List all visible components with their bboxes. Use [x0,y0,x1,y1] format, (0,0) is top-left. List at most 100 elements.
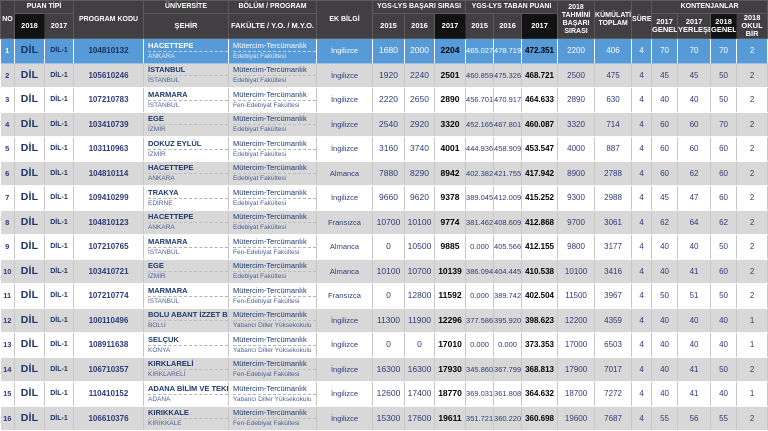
cell-kontenjan-2017-genel: 60 [652,161,678,186]
table-row[interactable]: 1 DİL DİL-1 104810132 HACETTEPE ANKARA M… [1,39,768,64]
header-k-2018-okul-bir[interactable]: 2018 OKUL BİR [737,14,768,39]
cell-kontenjan-2018-genel: 50 [711,63,737,88]
cell-kontenjan-2017-genel: 45 [652,63,678,88]
cell-kumulatif-toplam: 2788 [595,161,632,186]
cell-kontenjan-2018-genel: 55 [711,406,737,431]
table-row[interactable]: 5 DİL DİL-1 103110963 DOKUZ EYLÜL İZMİR … [1,137,768,162]
cell-sure: 4 [632,308,652,333]
cell-basari-2017: 9774 [435,210,466,235]
header-universite[interactable]: ÜNİVERSİTE [144,1,229,14]
header-tahmini-basari-sirasi[interactable]: 2018 TAHMİNİ BAŞARI SIRASI [558,1,595,39]
header-bolum[interactable]: BÖLÜM / PROGRAM [229,1,317,14]
city-name: İSTANBUL [148,76,228,86]
header-tp-2017[interactable]: 2017 [522,14,558,39]
header-tp-2015[interactable]: 2015 [466,14,494,39]
cell-puan-tipi-2017: DİL-1 [45,210,74,235]
cell-row-number: 11 [1,284,15,309]
cell-basari-2015: 2220 [373,88,405,113]
table-row[interactable]: 12 DİL DİL-1 100110496 BOLU ABANT İZZET … [1,308,768,333]
cell-kontenjan-2017-genel: 40 [652,308,678,333]
header-fakulte[interactable]: FAKÜLTE / Y.O. / M.Y.O. [229,14,317,39]
header-kontenjanlar[interactable]: KONTENJANLAR [652,1,768,14]
cell-tahmini-sirasi: 9800 [558,235,595,260]
cell-universite: EGE İZMİR [144,112,229,137]
cell-basari-2017: 9378 [435,186,466,211]
cell-taban-2015: 452.165 [466,112,494,137]
header-kumulatif-toplam[interactable]: KÜMÜLATİF TOPLAM [595,1,632,39]
header-taban-puani[interactable]: YGS-LYS TABAN PUANI [466,1,558,14]
cell-kontenjan-2018-okul-bir: 1 [737,333,768,358]
header-basari-sirasi[interactable]: YGS-LYS BAŞARI SIRASI [373,1,466,14]
cell-basari-2017: 11592 [435,284,466,309]
cell-taban-2016: 360.220 [494,406,522,431]
header-k-2018-genel[interactable]: 2018 GENEL [711,14,737,39]
cell-taban-2015: 389.045 [466,186,494,211]
cell-tahmini-sirasi: 2200 [558,39,595,64]
cell-basari-2017: 17930 [435,357,466,382]
cell-puan-tipi-2018: DİL [15,235,45,260]
table-row[interactable]: 7 DİL DİL-1 109410299 TRAKYA EDİRNE Müte… [1,186,768,211]
header-bs-2016[interactable]: 2016 [405,14,435,39]
table-row[interactable]: 9 DİL DİL-1 107210765 MARMARA İSTANBUL M… [1,235,768,260]
cell-taban-2015: 381.462 [466,210,494,235]
cell-universite: HACETTEPE ANKARA [144,39,229,64]
cell-bolum: Mütercim-Tercümanlık Yabancı Diller Yüks… [229,308,317,333]
program-name: Mütercim-Tercümanlık [233,89,316,101]
cell-program-kodu: 106710357 [74,357,144,382]
cell-kontenjan-2017-genel: 60 [652,112,678,137]
header-no[interactable]: NO [1,1,15,39]
city-name: BOLU [148,321,228,331]
cell-bolum: Mütercim-Tercümanlık Edebiyat Fakültesi [229,186,317,211]
cell-tahmini-sirasi: 3320 [558,112,595,137]
header-ek-bilgi[interactable]: EK BİLGİ [317,1,373,39]
cell-kontenjan-2017-yerlesen: 70 [678,39,711,64]
table-row[interactable]: 2 DİL DİL-1 105610246 İSTANBUL İSTANBUL … [1,63,768,88]
header-puan-2017[interactable]: 2017 [45,14,74,39]
table-row[interactable]: 10 DİL DİL-1 103410721 EGE İZMİR Müterci… [1,259,768,284]
header-k-2017-yerlesen[interactable]: 2017 YERLEŞEN [678,14,711,39]
header-k-2017-genel[interactable]: 2017 GENEL [652,14,678,39]
table-row[interactable]: 6 DİL DİL-1 104810114 HACETTEPE ANKARA M… [1,161,768,186]
table-row[interactable]: 15 DİL DİL-1 110410152 ADANA BİLİM VE TE… [1,382,768,407]
cell-kumulatif-toplam: 3416 [595,259,632,284]
city-name: ADANA [148,395,228,405]
cell-basari-2015: 10100 [373,259,405,284]
city-name: İZMİR [148,150,228,160]
university-name: BOLU ABANT İZZET BAYSAL [148,309,228,321]
header-tp-2016[interactable]: 2016 [494,14,522,39]
cell-taban-2015: 345.860 [466,357,494,382]
table-row[interactable]: 8 DİL DİL-1 104810123 HACETTEPE ANKARA M… [1,210,768,235]
cell-sure: 4 [632,357,652,382]
cell-kontenjan-2017-yerlesen: 40 [678,88,711,113]
table-row[interactable]: 14 DİL DİL-1 106710357 KIRKLARELİ KIRKLA… [1,357,768,382]
header-sehir[interactable]: ŞEHİR [144,14,229,39]
cell-kontenjan-2017-genel: 55 [652,406,678,431]
header-bs-2017[interactable]: 2017 [435,14,466,39]
cell-bolum: Mütercim-Tercümanlık Edebiyat Fakültesi [229,161,317,186]
cell-basari-2017: 18770 [435,382,466,407]
cell-bolum: Mütercim-Tercümanlık Fen-Edebiyat Fakült… [229,406,317,431]
cell-row-number: 9 [1,235,15,260]
header-sure[interactable]: SÜRE [632,1,652,39]
header-puan-tipi[interactable]: PUAN TİPİ [15,1,74,14]
header-program-kodu[interactable]: PROGRAM KODU [74,1,144,39]
cell-kontenjan-2018-okul-bir: 2 [737,137,768,162]
cell-row-number: 15 [1,382,15,407]
table-row[interactable]: 4 DİL DİL-1 103410739 EGE İZMİR Mütercim… [1,112,768,137]
cell-tahmini-sirasi: 11500 [558,284,595,309]
faculty-name: Fen-Edebiyat Fakültesi [233,419,316,429]
header-bs-2015[interactable]: 2015 [373,14,405,39]
faculty-name: Fen-Edebiyat Fakültesi [233,370,316,380]
cell-taban-2017: 360.698 [522,406,558,431]
header-puan-2018[interactable]: 2018 [15,14,45,39]
table-row[interactable]: 3 DİL DİL-1 107210783 MARMARA İSTANBUL M… [1,88,768,113]
cell-puan-tipi-2017: DİL-1 [45,357,74,382]
table-row[interactable]: 13 DİL DİL-1 108911638 SELÇUK KONYA Müte… [1,333,768,358]
cell-kontenjan-2017-yerlesen: 41 [678,259,711,284]
table-row[interactable]: 11 DİL DİL-1 107210774 MARMARA İSTANBUL … [1,284,768,309]
cell-program-kodu: 107210774 [74,284,144,309]
cell-kontenjan-2018-okul-bir: 2 [737,161,768,186]
table-row[interactable]: 16 DİL DİL-1 106610376 KIRIKKALE KIRIKKA… [1,406,768,431]
cell-kontenjan-2017-yerlesen: 41 [678,382,711,407]
cell-kumulatif-toplam: 7017 [595,357,632,382]
